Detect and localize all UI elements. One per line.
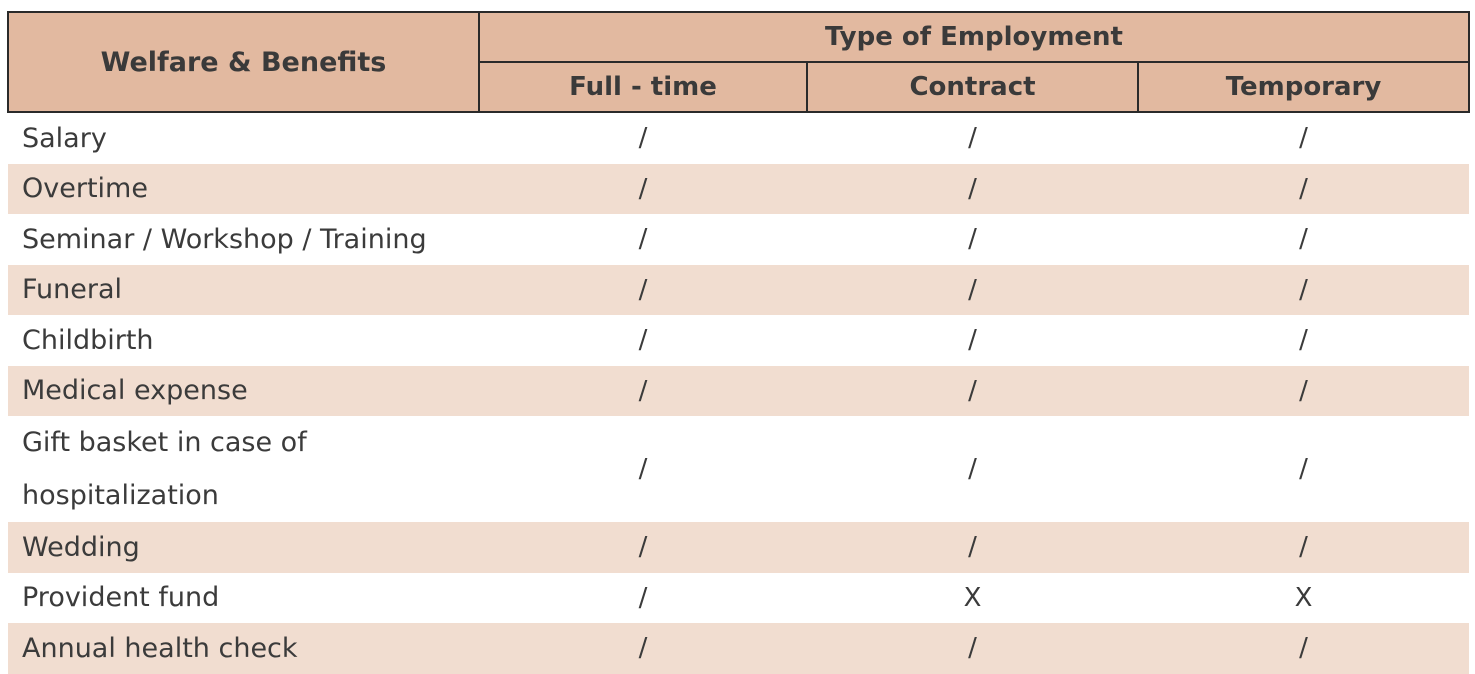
cell-contract: / <box>807 112 1138 164</box>
cell-full-time: / <box>479 365 807 416</box>
benefits-table-container: Welfare & Benefits Type of Employment Fu… <box>7 11 1471 674</box>
row-label-line: hospitalization <box>22 480 219 511</box>
cell-full-time: / <box>479 623 807 674</box>
cell-contract: X <box>807 572 1138 623</box>
cell-full-time: / <box>479 163 807 214</box>
cell-temporary: / <box>1138 522 1470 573</box>
table-row: Childbirth / / / <box>8 315 1470 366</box>
cell-temporary: / <box>1138 623 1470 674</box>
cell-full-time: / <box>479 416 807 522</box>
cell-temporary: / <box>1138 264 1470 315</box>
header-welfare-benefits: Welfare & Benefits <box>7 11 480 113</box>
header-full-time: Full - time <box>478 61 808 113</box>
row-label: Funeral <box>8 264 479 315</box>
cell-temporary: / <box>1138 416 1470 522</box>
table-body: Salary / / / Overtime / / / Seminar / Wo… <box>8 112 1470 674</box>
cell-contract: / <box>807 315 1138 366</box>
row-label: Medical expense <box>8 365 479 416</box>
table-row: Provident fund / X X <box>8 572 1470 623</box>
table-row: Annual health check / / / <box>8 623 1470 674</box>
row-label: Provident fund <box>8 572 479 623</box>
cell-full-time: / <box>479 264 807 315</box>
cell-full-time: / <box>479 214 807 265</box>
cell-temporary: / <box>1138 315 1470 366</box>
cell-contract: / <box>807 163 1138 214</box>
cell-temporary: / <box>1138 112 1470 164</box>
cell-temporary: X <box>1138 572 1470 623</box>
header-contract: Contract <box>806 61 1139 113</box>
header-temporary: Temporary <box>1136 61 1471 113</box>
row-label: Gift basket in case of hospitalization <box>8 416 479 522</box>
cell-temporary: / <box>1138 163 1470 214</box>
header-type-of-employment: Type of Employment <box>477 11 1471 63</box>
table-row: Seminar / Workshop / Training / / / <box>8 214 1470 265</box>
row-label: Salary <box>8 112 479 164</box>
table-row: Gift basket in case of hospitalization /… <box>8 416 1470 522</box>
table-row: Salary / / / <box>8 112 1470 164</box>
welfare-benefits-table: Welfare & Benefits Type of Employment Fu… <box>7 11 1471 674</box>
cell-full-time: / <box>479 572 807 623</box>
cell-contract: / <box>807 365 1138 416</box>
row-label: Seminar / Workshop / Training <box>8 214 479 265</box>
header-row-group: Welfare & Benefits Type of Employment <box>7 11 1471 113</box>
cell-full-time: / <box>479 112 807 164</box>
table-row: Wedding / / / <box>8 522 1470 573</box>
cell-contract: / <box>807 623 1138 674</box>
row-label: Overtime <box>8 163 479 214</box>
table-header: Welfare & Benefits Type of Employment Fu… <box>7 11 1471 113</box>
table-row: Overtime / / / <box>8 163 1470 214</box>
row-label: Wedding <box>8 522 479 573</box>
table-row: Funeral / / / <box>8 264 1470 315</box>
cell-contract: / <box>807 522 1138 573</box>
cell-full-time: / <box>479 522 807 573</box>
cell-contract: / <box>807 416 1138 522</box>
cell-contract: / <box>807 264 1138 315</box>
cell-temporary: / <box>1138 365 1470 416</box>
row-label: Childbirth <box>8 315 479 366</box>
cell-full-time: / <box>479 315 807 366</box>
row-label: Annual health check <box>8 623 479 674</box>
cell-temporary: / <box>1138 214 1470 265</box>
header-row-columns: Full - time Contract Temporary <box>8 61 1471 113</box>
cell-contract: / <box>807 214 1138 265</box>
table-row: Medical expense / / / <box>8 365 1470 416</box>
row-label-line: Gift basket in case of <box>22 427 307 458</box>
